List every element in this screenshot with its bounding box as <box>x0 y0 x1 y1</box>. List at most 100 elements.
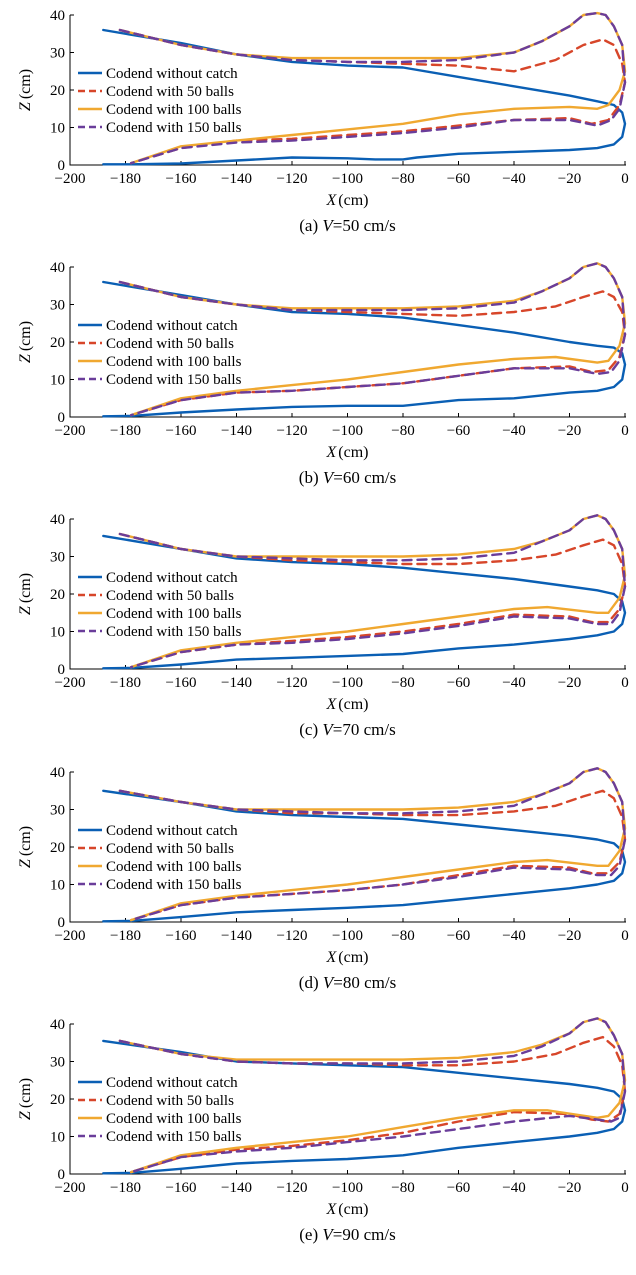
legend-label: Codend with 50 balls <box>106 84 234 100</box>
legend-label: Codend without catch <box>106 318 238 334</box>
y-axis-label: Z (cm) <box>17 573 34 615</box>
caption-var: V <box>322 216 335 235</box>
chart-panel-2: −200 −180 −160 −140 −120 −100 −80 −60 −40 −20 0010… <box>17 512 629 739</box>
y-tick-label: 40 <box>50 512 65 528</box>
series-line-b100 <box>118 767 627 922</box>
x-tick-label: −40 <box>502 928 525 944</box>
x-tick-label: −20 <box>558 675 581 691</box>
series-line-b150 <box>118 1017 627 1174</box>
x-tick-label: −20 <box>558 1180 581 1196</box>
x-tick-label: −80 <box>391 423 414 439</box>
x-axis-unit: (cm) <box>338 444 368 461</box>
x-tick-label: −200 <box>55 423 86 439</box>
y-axis-var: Z <box>17 1110 34 1120</box>
legend-label: Codend with 100 balls <box>106 859 242 875</box>
y-tick-label: 10 <box>50 625 65 641</box>
y-tick-label: 20 <box>50 840 65 856</box>
panel-caption: (c) V=70 cm/s <box>299 720 395 739</box>
legend-label: Codend with 100 balls <box>106 606 242 622</box>
x-axis-var: X <box>326 696 338 713</box>
series-line-b150 <box>118 262 627 417</box>
x-tick-label: −200 <box>55 171 86 187</box>
x-tick-label: −80 <box>391 928 414 944</box>
caption-rest: =70 cm/s <box>333 720 396 739</box>
y-tick-label: 20 <box>50 335 65 351</box>
y-axis-label: Z (cm) <box>17 321 34 363</box>
x-tick-label: −120 <box>277 171 308 187</box>
legend-label: Codend with 50 balls <box>106 841 234 857</box>
y-tick-label: 0 <box>58 1167 66 1183</box>
x-tick-label: −140 <box>221 928 252 944</box>
x-tick-label: 0 <box>621 928 629 944</box>
y-tick-label: 10 <box>50 121 65 137</box>
legend-label: Codend with 150 balls <box>106 372 242 388</box>
x-tick-label: −180 <box>110 171 141 187</box>
x-tick-label: −200 <box>55 675 86 691</box>
x-tick-label: −120 <box>277 423 308 439</box>
series-line-without <box>102 280 627 418</box>
panel-caption: (d) V=80 cm/s <box>299 973 396 992</box>
y-axis-var: Z <box>17 605 34 615</box>
x-tick-label: −160 <box>166 928 197 944</box>
x-tick-label: 0 <box>621 675 629 691</box>
series-line-b50 <box>118 1035 627 1174</box>
x-tick-label: −180 <box>110 1180 141 1196</box>
chart-panel-4: −200 −180 −160 −140 −120 −100 −80 −60 −40 −20 0010… <box>17 1017 629 1244</box>
panel-caption: (a) V=50 cm/s <box>299 216 395 235</box>
y-axis-unit: (cm) <box>17 826 34 856</box>
series-line-b150 <box>118 11 627 165</box>
legend-label: Codend with 50 balls <box>106 336 234 352</box>
x-tick-label: −160 <box>166 1180 197 1196</box>
y-tick-label: 30 <box>50 46 65 62</box>
x-tick-label: −60 <box>447 1180 470 1196</box>
legend-label: Codend with 150 balls <box>106 120 242 136</box>
x-tick-label: −140 <box>221 423 252 439</box>
legend-label: Codend with 150 balls <box>106 624 242 640</box>
y-tick-label: 0 <box>58 915 66 931</box>
series-line-without <box>102 28 627 166</box>
x-tick-label: 0 <box>621 171 629 187</box>
series-line-b100 <box>118 1017 627 1174</box>
legend-label: Codend without catch <box>106 570 238 586</box>
x-axis-unit: (cm) <box>338 192 368 209</box>
y-tick-label: 40 <box>50 260 65 276</box>
x-tick-label: 0 <box>621 423 629 439</box>
caption-var: V <box>322 1225 335 1244</box>
legend-label: Codend with 100 balls <box>106 102 242 118</box>
x-tick-label: −20 <box>558 171 581 187</box>
x-tick-label: −180 <box>110 423 141 439</box>
series-line-b100 <box>118 514 627 669</box>
legend-label: Codend with 50 balls <box>106 588 234 604</box>
legend-label: Codend with 150 balls <box>106 1129 242 1145</box>
x-tick-label: −80 <box>391 1180 414 1196</box>
y-axis-label: Z (cm) <box>17 826 34 868</box>
panel-caption: (b) V=60 cm/s <box>299 468 396 487</box>
caption-prefix: (b) <box>299 468 323 487</box>
caption-rest: =60 cm/s <box>333 468 396 487</box>
x-tick-label: −100 <box>332 675 363 691</box>
series-line-b100 <box>118 262 627 417</box>
x-axis-label: X (cm) <box>326 696 369 713</box>
series-line-b100 <box>118 11 627 165</box>
y-axis-unit: (cm) <box>17 69 34 99</box>
chart-panel-3: −200 −180 −160 −140 −120 −100 −80 −60 −40 −20 0010… <box>17 765 629 992</box>
y-tick-label: 30 <box>50 550 65 566</box>
x-tick-label: −60 <box>447 675 470 691</box>
caption-rest: =50 cm/s <box>333 216 396 235</box>
x-tick-label: −80 <box>391 171 414 187</box>
y-tick-label: 40 <box>50 765 65 781</box>
caption-prefix: (c) <box>299 720 322 739</box>
x-tick-label: 0 <box>621 1180 629 1196</box>
x-axis-label: X (cm) <box>326 949 369 966</box>
y-tick-label: 20 <box>50 587 65 603</box>
x-tick-label: −40 <box>502 423 525 439</box>
series-line-b150 <box>118 514 627 669</box>
x-axis-var: X <box>326 949 338 966</box>
x-tick-label: −140 <box>221 675 252 691</box>
legend-label: Codend without catch <box>106 823 238 839</box>
x-tick-label: −40 <box>502 1180 525 1196</box>
legend-label: Codend with 50 balls <box>106 1093 234 1109</box>
x-tick-label: −60 <box>447 423 470 439</box>
x-axis-unit: (cm) <box>338 949 368 966</box>
